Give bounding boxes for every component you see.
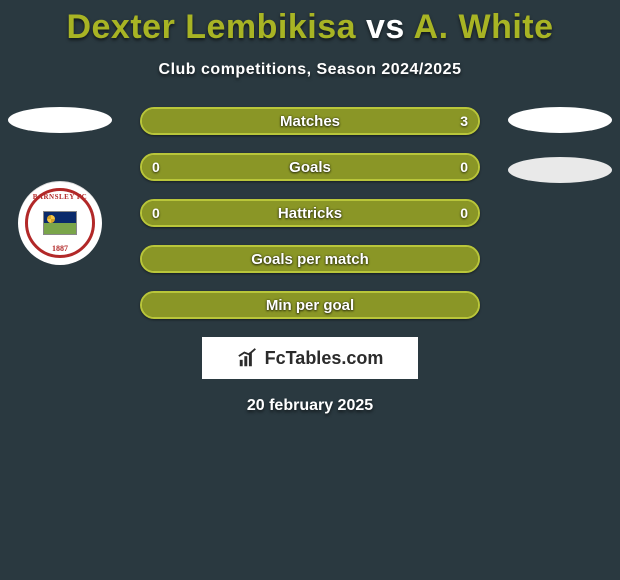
vs-label: vs: [366, 8, 405, 46]
comparison-title: Dexter Lembikisa vs A. White: [0, 0, 620, 47]
player2-placeholder-icon: [508, 107, 612, 133]
subtitle: Club competitions, Season 2024/2025: [0, 61, 620, 79]
stat-row: Goals per match: [140, 245, 480, 273]
stat-value-left: 0: [152, 201, 160, 225]
stat-label: Hattricks: [142, 201, 478, 225]
player1-club-badge: BARNSLEY FC 1887: [18, 181, 102, 265]
stat-value-left: 0: [152, 155, 160, 179]
player2-name: A. White: [414, 8, 554, 46]
badge-year: 1887: [28, 244, 92, 253]
stat-label: Matches: [142, 109, 478, 133]
badge-crest-icon: [43, 211, 77, 235]
stats-rows: Matches3Goals00Hattricks00Goals per matc…: [140, 107, 480, 319]
player1-name: Dexter Lembikisa: [66, 8, 356, 46]
brand-banner[interactable]: FcTables.com: [202, 337, 418, 379]
stats-section: BARNSLEY FC 1887 Matches3Goals00Hattrick…: [0, 107, 620, 319]
stat-label: Goals per match: [142, 247, 478, 271]
badge-top-text: BARNSLEY FC: [28, 193, 92, 201]
stat-label: Min per goal: [142, 293, 478, 317]
stat-row: Min per goal: [140, 291, 480, 319]
stat-value-right: 3: [460, 109, 468, 133]
stat-row: Matches3: [140, 107, 480, 135]
stat-value-right: 0: [460, 201, 468, 225]
bar-chart-icon: [237, 347, 259, 369]
snapshot-date: 20 february 2025: [0, 397, 620, 415]
stat-row: Hattricks0 0: [140, 199, 480, 227]
brand-name: FcTables.com: [265, 348, 384, 369]
stat-row: Goals0 0: [140, 153, 480, 181]
stat-label: Goals: [142, 155, 478, 179]
player1-placeholder-icon: [8, 107, 112, 133]
player2-club-placeholder-icon: [508, 157, 612, 183]
stat-value-right: 0: [460, 155, 468, 179]
